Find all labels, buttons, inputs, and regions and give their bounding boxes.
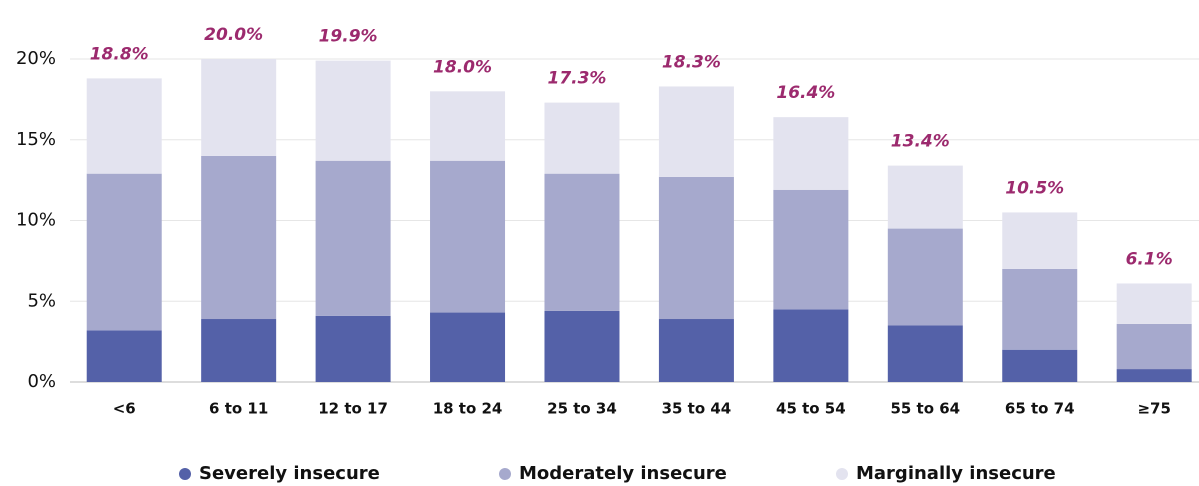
- x-tick-label: 25 to 34: [547, 400, 617, 418]
- bar-segment: [315, 60, 391, 161]
- legend-marker: [499, 468, 511, 480]
- y-tick-label: 5%: [27, 290, 56, 311]
- total-label: 18.3%: [662, 52, 721, 72]
- bar-segment: [201, 155, 277, 320]
- x-tick-label: 45 to 54: [776, 400, 846, 418]
- bar-segment: [1116, 369, 1192, 382]
- y-tick-label: 15%: [16, 129, 56, 150]
- legend-label: Moderately insecure: [519, 463, 727, 484]
- bar-segment: [86, 330, 162, 382]
- bar-segment: [544, 173, 620, 311]
- y-tick-label: 10%: [16, 210, 56, 231]
- x-tick-label: 55 to 64: [890, 400, 960, 418]
- total-label: 19.9%: [319, 27, 378, 47]
- bar-segment: [1002, 349, 1078, 382]
- total-label: 13.4%: [891, 132, 950, 152]
- total-label: 10.5%: [1005, 178, 1064, 198]
- bar-segment: [887, 228, 963, 326]
- total-label: 20.0%: [204, 25, 263, 45]
- bar-segment: [658, 319, 734, 382]
- total-label: 17.3%: [547, 69, 606, 89]
- total-label: 16.4%: [776, 83, 835, 103]
- bar-segment: [86, 78, 162, 174]
- bar-segment: [201, 59, 277, 156]
- legend-marker: [179, 468, 191, 480]
- bar-segment: [773, 117, 849, 190]
- bar-segment: [773, 309, 849, 382]
- bar-segment: [315, 160, 391, 316]
- legend-label: Severely insecure: [199, 463, 380, 484]
- legend-marker: [836, 468, 848, 480]
- bar-segment: [86, 173, 162, 331]
- bar-segment: [1116, 323, 1192, 370]
- bar-segment: [315, 315, 391, 382]
- bar-segment: [658, 176, 734, 320]
- bar-segment: [544, 310, 620, 382]
- y-tick-label: 20%: [16, 48, 56, 69]
- bar-segment: [430, 160, 506, 313]
- x-tick-label: 35 to 44: [662, 400, 732, 418]
- x-tick-label: <6: [113, 400, 136, 418]
- x-tick-label: 65 to 74: [1005, 400, 1075, 418]
- bar-segment: [201, 319, 277, 382]
- bar-segment: [1116, 283, 1192, 324]
- y-tick-label: 0%: [27, 371, 56, 392]
- legend-label: Marginally insecure: [856, 463, 1056, 484]
- bar-segment: [1002, 212, 1078, 269]
- total-label: 18.0%: [433, 57, 492, 77]
- x-tick-label: ≥75: [1137, 400, 1170, 418]
- bar-segment: [1002, 268, 1078, 350]
- x-tick-label: 12 to 17: [318, 400, 388, 418]
- total-label: 18.8%: [90, 44, 149, 64]
- bar-segment: [887, 325, 963, 382]
- bar-segment: [887, 165, 963, 229]
- bar-segment: [430, 312, 506, 382]
- x-tick-label: 18 to 24: [433, 400, 503, 418]
- bar-segment: [658, 86, 734, 177]
- bar-segment: [430, 91, 506, 161]
- bar-segment: [773, 189, 849, 310]
- bar-segment: [544, 102, 620, 174]
- x-tick-label: 6 to 11: [209, 400, 268, 418]
- total-label: 6.1%: [1126, 249, 1173, 269]
